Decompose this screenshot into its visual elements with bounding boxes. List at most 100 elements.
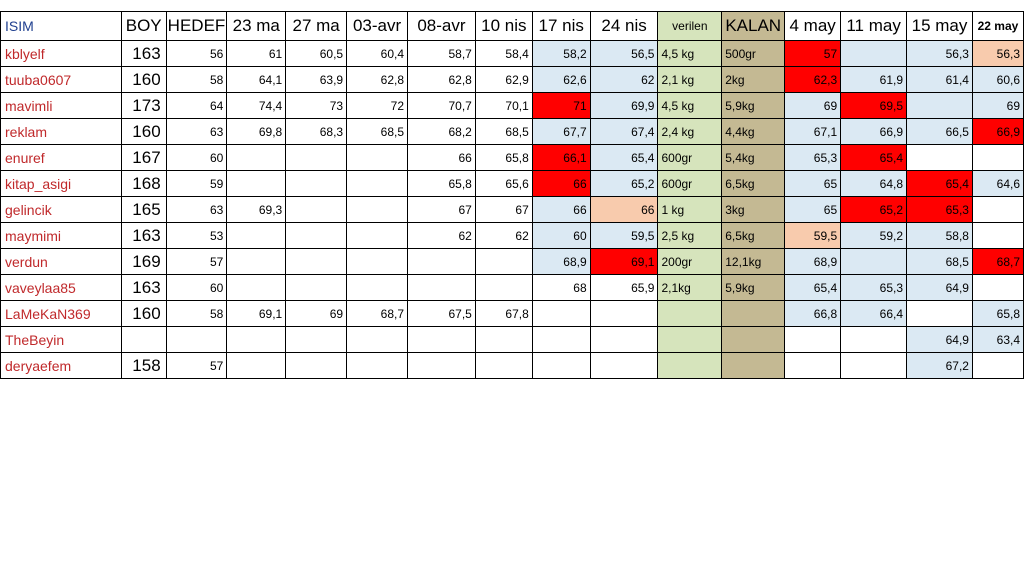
cell-verilen[interactable]: [657, 352, 723, 379]
cell-verilen[interactable]: 2,1 kg: [657, 66, 723, 93]
cell-4-may[interactable]: 66,8: [784, 300, 842, 327]
cell-15-may[interactable]: 66,5: [906, 118, 973, 145]
cell-27-ma[interactable]: 68,3: [285, 118, 348, 145]
cell-17-nis[interactable]: 62,6: [531, 66, 591, 93]
cell-08-avr[interactable]: 65,8: [407, 170, 476, 197]
cell-11-may[interactable]: 65,3: [840, 274, 908, 301]
cell-10-nis[interactable]: 68,5: [474, 118, 533, 145]
cell-10-nis[interactable]: 62,9: [474, 66, 533, 93]
cell-22-may[interactable]: 69: [971, 92, 1024, 119]
cell-10-nis[interactable]: [474, 326, 533, 353]
cell-hedef[interactable]: 57: [165, 352, 228, 379]
cell-15-may[interactable]: [906, 92, 973, 119]
header-22-may[interactable]: 22 may: [971, 11, 1024, 41]
cell-22-may[interactable]: 68,7: [971, 248, 1024, 275]
cell-11-may[interactable]: [840, 40, 908, 67]
cell-27-ma[interactable]: [285, 274, 348, 301]
cell-11-may[interactable]: [840, 248, 908, 275]
cell-08-avr[interactable]: 68,2: [407, 118, 476, 145]
cell-hedef[interactable]: 60: [165, 144, 228, 171]
cell-hedef[interactable]: [165, 326, 228, 353]
cell-03-avr[interactable]: 68,7: [346, 300, 408, 327]
cell-27-ma[interactable]: [285, 196, 348, 223]
cell-17-nis[interactable]: 66: [531, 170, 591, 197]
cell-verilen[interactable]: 4,5 kg: [657, 40, 723, 67]
cell-4-may[interactable]: 65: [784, 196, 842, 223]
cell-22-may[interactable]: 63,4: [971, 326, 1024, 353]
cell-hedef[interactable]: 58: [165, 300, 228, 327]
cell-27-ma[interactable]: 73: [285, 92, 348, 119]
cell-23-ma[interactable]: [226, 222, 287, 249]
cell-03-avr[interactable]: 68,5: [346, 118, 408, 145]
cell-22-may[interactable]: 64,6: [971, 170, 1024, 197]
cell-11-may[interactable]: [840, 352, 908, 379]
cell-27-ma[interactable]: [285, 144, 348, 171]
cell-15-may[interactable]: [906, 144, 973, 171]
cell-03-avr[interactable]: 72: [346, 92, 408, 119]
cell-11-may[interactable]: 61,9: [840, 66, 908, 93]
cell-08-avr[interactable]: [407, 248, 476, 275]
cell-10-nis[interactable]: [474, 352, 533, 379]
cell-verilen[interactable]: 1 kg: [657, 196, 723, 223]
cell-4-may[interactable]: 69: [784, 92, 842, 119]
cell-4-may[interactable]: 68,9: [784, 248, 842, 275]
cell-hedef[interactable]: 59: [165, 170, 228, 197]
cell-11-may[interactable]: 64,8: [840, 170, 908, 197]
cell-kalan[interactable]: 500gr: [721, 40, 786, 67]
cell-27-ma[interactable]: [285, 326, 348, 353]
cell-27-ma[interactable]: 63,9: [285, 66, 348, 93]
cell-name[interactable]: maymimi: [0, 222, 122, 249]
cell-boy[interactable]: 160: [120, 66, 167, 93]
cell-17-nis[interactable]: 68,9: [531, 248, 591, 275]
cell-verilen[interactable]: 2,5 kg: [657, 222, 723, 249]
cell-15-may[interactable]: 67,2: [906, 352, 973, 379]
cell-23-ma[interactable]: 61: [226, 40, 287, 67]
cell-08-avr[interactable]: [407, 274, 476, 301]
cell-15-may[interactable]: 61,4: [906, 66, 973, 93]
cell-22-may[interactable]: [971, 274, 1024, 301]
cell-11-may[interactable]: 69,5: [840, 92, 908, 119]
cell-4-may[interactable]: 62,3: [784, 66, 842, 93]
cell-kalan[interactable]: 5,4kg: [721, 144, 786, 171]
cell-17-nis[interactable]: [531, 326, 591, 353]
cell-27-ma[interactable]: [285, 248, 348, 275]
cell-23-ma[interactable]: [226, 170, 287, 197]
cell-name[interactable]: mavimli: [0, 92, 122, 119]
cell-boy[interactable]: 163: [120, 40, 167, 67]
cell-23-ma[interactable]: 74,4: [226, 92, 287, 119]
cell-03-avr[interactable]: [346, 248, 408, 275]
cell-boy[interactable]: 165: [120, 196, 167, 223]
cell-22-may[interactable]: 60,6: [971, 66, 1024, 93]
cell-4-may[interactable]: 65,3: [784, 144, 842, 171]
cell-24-nis[interactable]: 65,4: [589, 144, 659, 171]
cell-hedef[interactable]: 63: [165, 118, 228, 145]
cell-17-nis[interactable]: [531, 352, 591, 379]
cell-27-ma[interactable]: [285, 170, 348, 197]
cell-hedef[interactable]: 58: [165, 66, 228, 93]
cell-03-avr[interactable]: [346, 196, 408, 223]
cell-22-may[interactable]: [971, 352, 1024, 379]
cell-hedef[interactable]: 63: [165, 196, 228, 223]
cell-17-nis[interactable]: 68: [531, 274, 591, 301]
cell-22-may[interactable]: 65,8: [971, 300, 1024, 327]
cell-hedef[interactable]: 56: [165, 40, 228, 67]
cell-08-avr[interactable]: 62,8: [407, 66, 476, 93]
cell-boy[interactable]: 158: [120, 352, 167, 379]
cell-10-nis[interactable]: 67: [474, 196, 533, 223]
cell-verilen[interactable]: 600gr: [657, 144, 723, 171]
cell-name[interactable]: gelincik: [0, 196, 122, 223]
cell-boy[interactable]: 160: [120, 300, 167, 327]
cell-08-avr[interactable]: 66: [407, 144, 476, 171]
cell-03-avr[interactable]: 60,4: [346, 40, 408, 67]
cell-23-ma[interactable]: [226, 274, 287, 301]
cell-kalan[interactable]: 5,9kg: [721, 92, 786, 119]
header-11-may[interactable]: 11 may: [840, 11, 908, 41]
cell-boy[interactable]: 169: [120, 248, 167, 275]
header-24-nis[interactable]: 24 nis: [589, 11, 659, 41]
cell-24-nis[interactable]: 69,1: [589, 248, 659, 275]
cell-name[interactable]: LaMeKaN369: [0, 300, 122, 327]
cell-23-ma[interactable]: [226, 326, 287, 353]
cell-hedef[interactable]: 53: [165, 222, 228, 249]
cell-11-may[interactable]: 65,4: [840, 144, 908, 171]
cell-4-may[interactable]: 59,5: [784, 222, 842, 249]
